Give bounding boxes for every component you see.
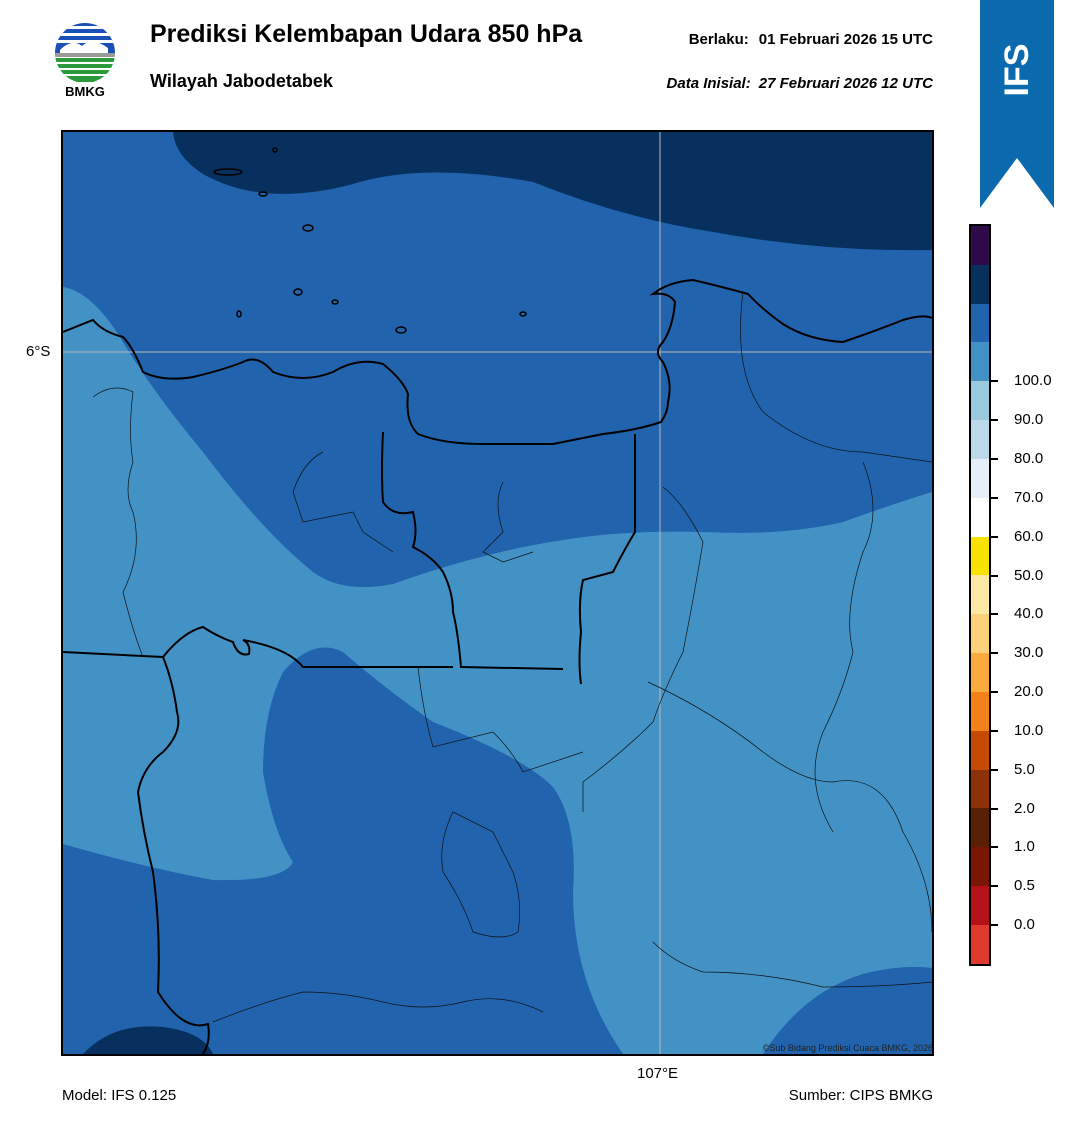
district-borders xyxy=(92,291,932,1023)
humidity-map xyxy=(61,130,934,1056)
colorbar-tick-label: 20.0 xyxy=(1014,683,1044,701)
init-label: Data Inisial: xyxy=(666,75,751,92)
colorbar-tick-label: 30.0 xyxy=(1014,644,1044,662)
colorbar-segment xyxy=(971,342,989,382)
coastline xyxy=(63,278,932,445)
colorbar-tick xyxy=(991,652,998,655)
colorbar-tick-label: 2.0 xyxy=(1014,799,1035,817)
humidity-band-90-100-southwest xyxy=(83,1026,213,1054)
colorbar-tick-label: 70.0 xyxy=(1014,488,1044,506)
colorbar-segment xyxy=(971,536,989,576)
colorbar-segment xyxy=(971,614,989,654)
colorbar-segment xyxy=(971,497,989,537)
colorbar-tick-label: 100.0 xyxy=(1014,372,1052,390)
colorbar-tick xyxy=(991,691,998,694)
init-time: Data Inisial: 27 Februari 2026 12 UTC xyxy=(667,75,933,92)
jakarta-border xyxy=(381,431,564,670)
colorbar-tick-label: 40.0 xyxy=(1014,605,1044,623)
model-label: Model: IFS 0.125 xyxy=(62,1087,177,1104)
colorbar-segment xyxy=(971,886,989,925)
bmkg-logo-icon xyxy=(55,23,115,82)
colorbar-segment xyxy=(971,691,989,731)
colorbar-tick xyxy=(991,729,998,732)
region-subtitle: Wilayah Jabodetabek xyxy=(150,71,333,91)
colorbar-tick-label: 60.0 xyxy=(1014,527,1044,545)
colorbar-tick xyxy=(991,885,998,888)
colorbar-segment xyxy=(971,808,989,848)
ifs-badge-label: IFS xyxy=(998,43,1036,97)
ifs-ribbon-badge xyxy=(980,0,1054,208)
colorbar-tick-label: 0.0 xyxy=(1014,916,1035,934)
source-label: Sumber: CIPS BMKG xyxy=(788,1087,933,1104)
colorbar xyxy=(969,224,991,966)
colorbar-tick xyxy=(991,496,998,499)
colorbar-tick-label: 5.0 xyxy=(1014,760,1035,778)
humidity-band-90-100-north xyxy=(173,132,932,251)
valid-label: Berlaku: xyxy=(688,31,749,48)
thousand-islands xyxy=(213,147,527,334)
map-credit: ©Sub Bidang Prediksi Cuaca BMKG, 2026 xyxy=(762,1043,933,1053)
colorbar-tick xyxy=(991,419,998,422)
colorbar-tick-label: 10.0 xyxy=(1014,721,1044,739)
banten-jabar-border xyxy=(578,434,636,685)
humidity-band-80-90-southeast xyxy=(763,966,932,1054)
west-border xyxy=(63,625,453,1054)
colorbar-tick xyxy=(991,613,998,616)
map-canvas xyxy=(63,132,932,1054)
page-title: Prediksi Kelembapan Udara 850 hPa xyxy=(150,20,583,48)
colorbar-segment xyxy=(971,264,989,304)
longitude-label: 107°E xyxy=(637,1065,679,1082)
colorbar-segment xyxy=(971,924,989,964)
colorbar-tick-label: 90.0 xyxy=(1014,411,1044,429)
colorbar-segment xyxy=(971,226,989,265)
colorbar-segment xyxy=(971,575,989,615)
valid-time: Berlaku: 01 Februari 2026 15 UTC xyxy=(689,31,933,48)
latitude-label: 6°S xyxy=(26,343,51,360)
colorbar-tick xyxy=(991,458,998,461)
colorbar-tick-label: 0.5 xyxy=(1014,877,1035,895)
colorbar-tick xyxy=(991,924,998,927)
humidity-band-70-80 xyxy=(63,287,932,1054)
colorbar-tick-label: 80.0 xyxy=(1014,450,1044,468)
colorbar-tick xyxy=(991,535,998,538)
colorbar-tick xyxy=(991,574,998,577)
colorbar-segment xyxy=(971,653,989,692)
colorbar-tick xyxy=(991,380,998,383)
colorbar-tick xyxy=(991,768,998,771)
colorbar-segment xyxy=(971,769,989,809)
colorbar-tick-label: 1.0 xyxy=(1014,838,1035,856)
colorbar-tick-label: 50.0 xyxy=(1014,566,1044,584)
colorbar-segment xyxy=(971,381,989,421)
colorbar-tick xyxy=(991,807,998,810)
valid-value: 01 Februari 2026 15 UTC xyxy=(758,31,933,48)
colorbar-tick xyxy=(991,846,998,849)
colorbar-segment xyxy=(971,458,989,498)
init-value: 27 Februari 2026 12 UTC xyxy=(758,75,933,92)
colorbar-segment xyxy=(971,303,989,343)
logo-text: BMKG xyxy=(65,84,105,99)
colorbar-segment xyxy=(971,420,989,459)
colorbar-segment xyxy=(971,847,989,887)
colorbar-segment xyxy=(971,730,989,770)
